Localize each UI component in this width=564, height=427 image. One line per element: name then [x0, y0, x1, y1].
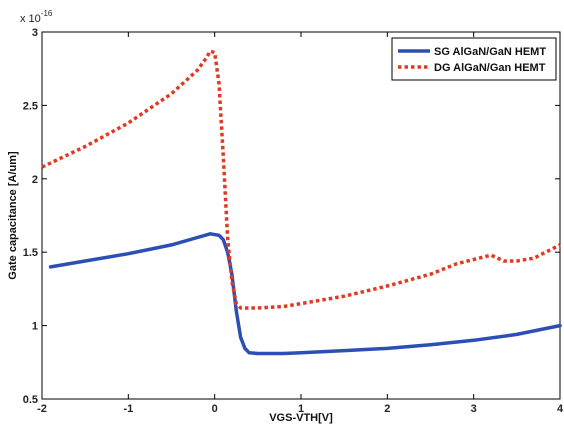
series-line-2 [41, 49, 561, 310]
x-tick-label: 4 [557, 403, 564, 415]
plot-area [41, 31, 561, 400]
axis-ticks: -2 -1 0 1 2 3 4 0.5 1 1.5 2 2.5 3 [23, 27, 564, 415]
y-exponent-label: x 10-16 [20, 9, 53, 25]
legend-box [391, 37, 557, 81]
x-tick-label: 2 [384, 403, 390, 415]
y-tick-label: 3 [32, 27, 38, 39]
x-tick-label: -1 [123, 403, 133, 415]
y-exponent-base: x 10 [20, 13, 41, 25]
y-tick-label: 2 [32, 174, 38, 186]
y-tick-label: 2.5 [23, 100, 38, 112]
x-axis-label: VGS-VTH[V] [269, 412, 333, 424]
legend: SG AlGaN/GaN HEMT DG AlGaN/Gan HEMT [391, 37, 557, 81]
x-tick-label: 1 [298, 403, 304, 415]
x-tick-label: 3 [471, 403, 477, 415]
series-layer [41, 49, 562, 356]
y-axis-label: Gate capacitance [A/um] [7, 151, 19, 280]
y-tick-label: 1 [32, 321, 38, 333]
series-line-1 [48, 232, 562, 356]
y-tick-label: 0.5 [23, 394, 38, 406]
legend-label-2: DG AlGaN/Gan HEMT [434, 62, 546, 74]
x-tick-label: -2 [37, 403, 47, 415]
legend-label-1: SG AlGaN/GaN HEMT [434, 46, 546, 58]
y-tick-label: 1.5 [23, 247, 38, 259]
x-tick-label: 0 [212, 403, 218, 415]
y-exponent-power: -16 [41, 9, 53, 18]
